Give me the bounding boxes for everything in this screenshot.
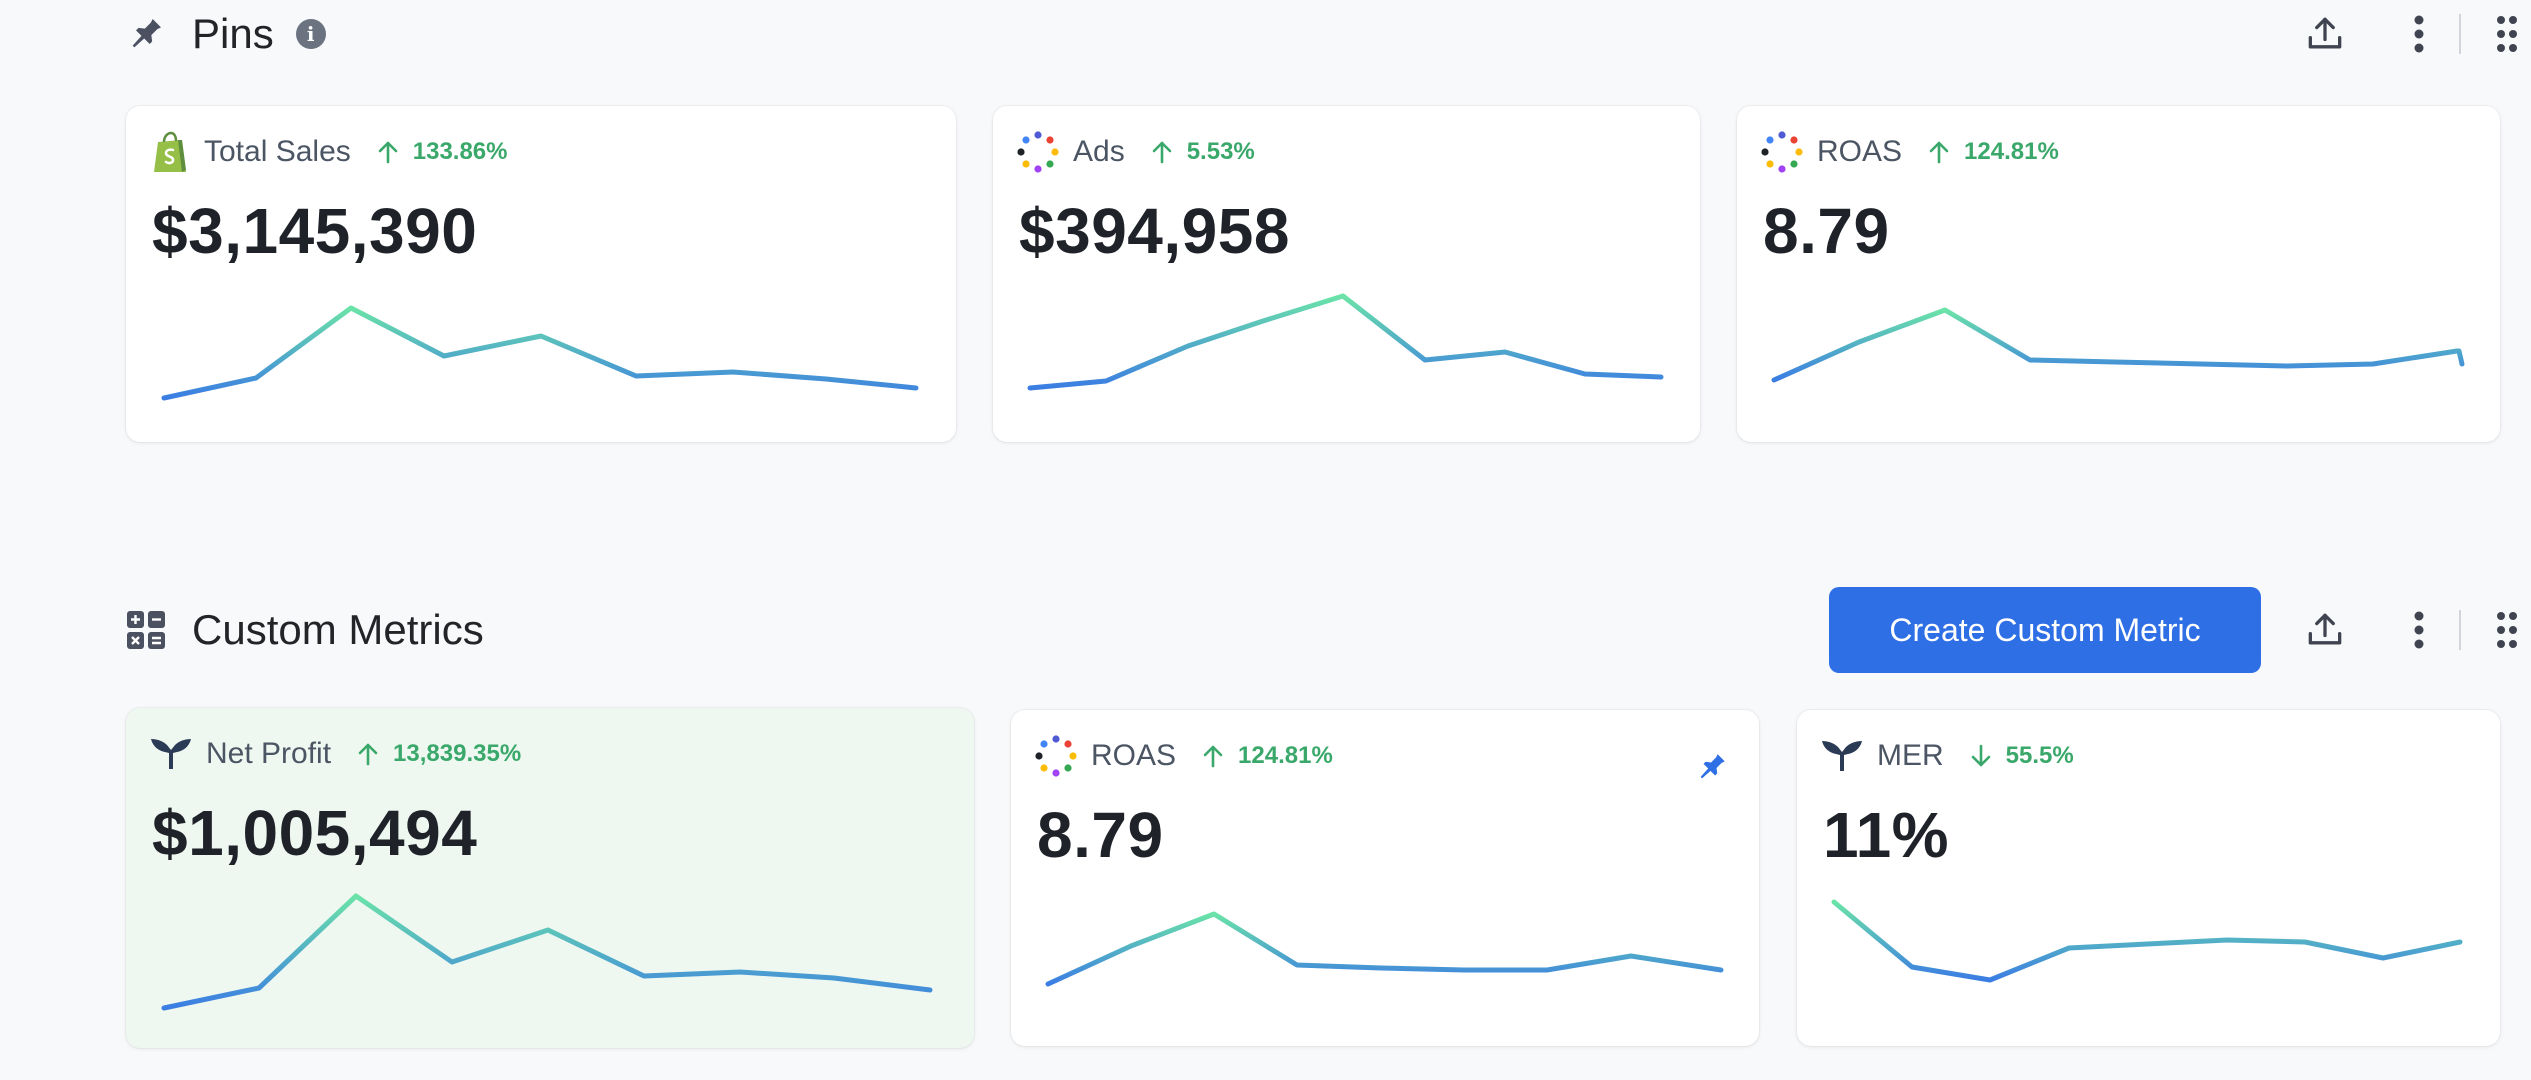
metric-card-roas[interactable]: ROAS 124.81% 8.79 xyxy=(1737,106,2500,442)
pins-actions xyxy=(2295,0,2531,74)
sparkline-chart xyxy=(1831,899,2463,983)
sparkline xyxy=(161,893,933,1011)
metric-value: 8.79 xyxy=(1037,799,1164,871)
delta-badge: 13,839.35% xyxy=(357,740,521,768)
arrow-up-icon xyxy=(1929,141,1949,164)
delta-badge: 5.53% xyxy=(1151,138,1255,166)
delta-value: 124.81% xyxy=(1238,742,1333,769)
pin-icon xyxy=(126,14,166,54)
export-button[interactable] xyxy=(2295,4,2355,64)
delta-value: 124.81% xyxy=(1964,138,2059,165)
more-options-button[interactable] xyxy=(2389,600,2449,660)
arrow-up-icon xyxy=(1152,141,1172,164)
card-header: ROAS 124.81% xyxy=(1035,732,1735,780)
sparkline xyxy=(1045,911,1724,987)
delta-badge: 55.5% xyxy=(1970,742,2074,770)
card-header: Total Sales 133.86% xyxy=(150,128,932,176)
metric-value: 8.79 xyxy=(1763,195,1890,267)
card-header: ROAS 124.81% xyxy=(1761,128,2476,176)
delta-badge: 124.81% xyxy=(1202,742,1333,770)
create-custom-metric-button[interactable]: Create Custom Metric xyxy=(1829,587,2261,673)
grip-icon xyxy=(2497,612,2517,648)
metric-card-roas-custom[interactable]: ROAS 124.81% 8.79 xyxy=(1011,710,1759,1046)
card-header: Net Profit 13,839.35% xyxy=(150,730,950,778)
divider xyxy=(2459,610,2461,650)
sparkline-chart xyxy=(161,305,919,401)
metric-label: Net Profit xyxy=(206,737,332,770)
dotted-ring-icon xyxy=(1017,131,1059,173)
info-icon[interactable]: i xyxy=(295,19,326,49)
sparkline-chart xyxy=(161,893,933,1011)
arrow-up-icon xyxy=(1203,745,1223,768)
grip-icon xyxy=(2497,16,2517,52)
calculator-icon xyxy=(126,610,166,650)
kebab-icon xyxy=(2414,611,2424,649)
arrow-up-icon xyxy=(378,141,398,164)
metric-value: 11% xyxy=(1823,799,1950,871)
metric-label: ROAS xyxy=(1091,739,1177,772)
metric-card-net-profit[interactable]: Net Profit 13,839.35% $1,005,494 xyxy=(126,708,974,1048)
sparkline xyxy=(1027,293,1664,391)
sparkline-chart xyxy=(1771,307,2465,383)
delta-value: 5.53% xyxy=(1186,138,1255,165)
card-header: MER 55.5% xyxy=(1821,732,2476,780)
pins-section-header: Pins i xyxy=(126,0,2531,74)
metric-value: $3,145,390 xyxy=(152,195,478,267)
drag-handle[interactable] xyxy=(2477,4,2531,64)
triple-whale-icon xyxy=(1821,739,1863,773)
metric-card-ads[interactable]: Ads 5.53% $394,958 xyxy=(993,106,1700,442)
section-title: Custom Metrics xyxy=(192,606,484,653)
delta-value: 133.86% xyxy=(412,138,508,165)
custom-metrics-section-header: Custom Metrics Create Custom Metric xyxy=(126,587,2531,673)
metric-card-mer[interactable]: MER 55.5% 11% xyxy=(1797,710,2500,1046)
custom-metrics-actions: Create Custom Metric xyxy=(1829,587,2531,673)
delta-value: 13,839.35% xyxy=(393,740,522,767)
upload-icon xyxy=(2308,613,2342,645)
drag-handle[interactable] xyxy=(2477,600,2531,660)
kebab-icon xyxy=(2414,15,2424,53)
export-button[interactable] xyxy=(2295,600,2355,660)
metric-value: $1,005,494 xyxy=(152,797,478,869)
dotted-ring-icon xyxy=(1761,131,1803,173)
dotted-ring-icon xyxy=(1035,735,1077,777)
metric-label: Total Sales xyxy=(204,135,351,168)
upload-icon xyxy=(2308,17,2342,49)
delta-badge: 124.81% xyxy=(1928,138,2059,166)
section-title: Pins xyxy=(192,10,274,57)
arrow-down-icon xyxy=(1971,744,1990,767)
more-options-button[interactable] xyxy=(2389,4,2449,64)
metric-value: $394,958 xyxy=(1019,195,1290,267)
sparkline xyxy=(1771,307,2465,383)
metric-label: Ads xyxy=(1073,135,1125,168)
card-header: Ads 5.53% xyxy=(1017,128,1676,176)
metric-label: MER xyxy=(1877,739,1944,772)
shopify-bag-icon xyxy=(150,130,190,174)
triple-whale-icon xyxy=(150,737,192,771)
sparkline-chart xyxy=(1027,293,1664,391)
metric-card-total-sales[interactable]: Total Sales 133.86% $3,145,390 xyxy=(126,106,956,442)
sparkline-chart xyxy=(1045,911,1724,987)
pinned-icon[interactable] xyxy=(1695,750,1729,789)
sparkline xyxy=(1831,899,2463,983)
arrow-up-icon xyxy=(358,743,378,766)
sparkline xyxy=(161,305,919,401)
delta-value: 55.5% xyxy=(2005,742,2074,769)
divider xyxy=(2459,14,2461,54)
delta-badge: 133.86% xyxy=(377,138,508,166)
metric-label: ROAS xyxy=(1817,135,1903,168)
